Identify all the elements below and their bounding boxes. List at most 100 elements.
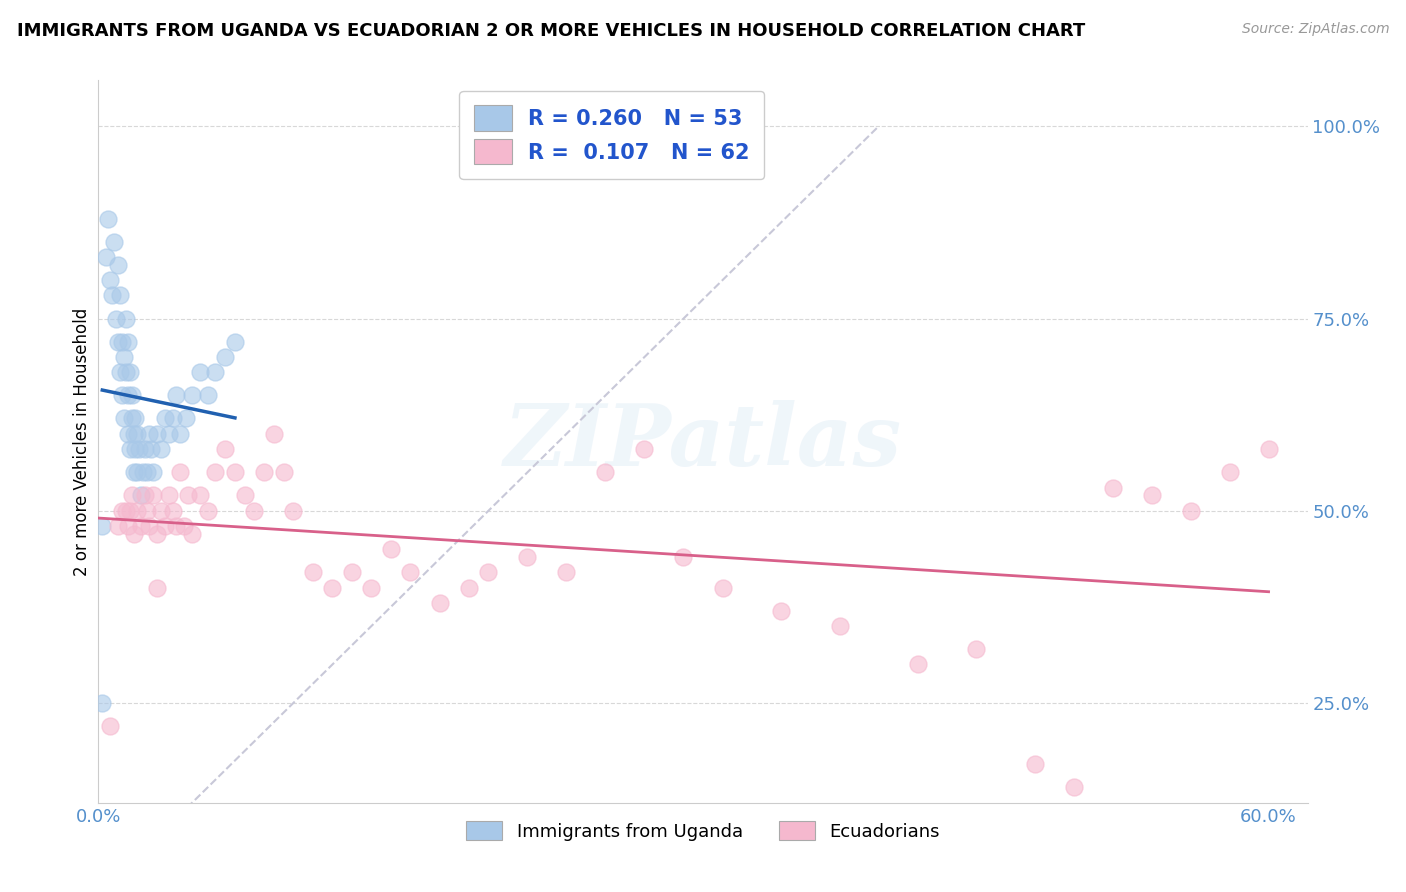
Point [131, 488, 153, 502]
Point [1024, 757, 1046, 772]
Point [177, 488, 200, 502]
Point [149, 504, 172, 518]
Point [117, 388, 139, 402]
Point [181, 526, 204, 541]
Point [169, 465, 191, 479]
Point [124, 442, 146, 457]
Point [153, 519, 176, 533]
Text: ZIPatlas: ZIPatlas [503, 400, 903, 483]
Y-axis label: 2 or more Vehicles in Household: 2 or more Vehicles in Household [73, 308, 91, 575]
Point [111, 334, 134, 349]
Point [165, 388, 187, 402]
Point [111, 504, 134, 518]
Point [165, 519, 187, 533]
Point [146, 426, 169, 441]
Point [263, 426, 285, 441]
Point [136, 465, 159, 479]
Point [149, 442, 172, 457]
Point [107, 519, 129, 533]
Point [302, 565, 325, 579]
Point [828, 619, 851, 633]
Point [118, 365, 141, 379]
Point [134, 488, 156, 502]
Point [128, 442, 150, 457]
Point [108, 288, 131, 302]
Point [197, 388, 219, 402]
Point [253, 465, 276, 479]
Legend: Immigrants from Uganda, Ecuadorians: Immigrants from Uganda, Ecuadorians [458, 814, 948, 848]
Point [380, 542, 402, 557]
Point [112, 411, 135, 425]
Point [1257, 442, 1279, 457]
Point [121, 388, 143, 402]
Point [157, 488, 180, 502]
Point [117, 519, 139, 533]
Point [98, 273, 121, 287]
Point [107, 258, 129, 272]
Point [1063, 780, 1085, 795]
Point [136, 504, 159, 518]
Point [112, 350, 135, 364]
Point [104, 311, 127, 326]
Point [633, 442, 655, 457]
Point [204, 365, 226, 379]
Point [142, 488, 165, 502]
Text: IMMIGRANTS FROM UGANDA VS ECUADORIAN 2 OR MORE VEHICLES IN HOUSEHOLD CORRELATION: IMMIGRANTS FROM UGANDA VS ECUADORIAN 2 O… [17, 22, 1085, 40]
Point [139, 442, 162, 457]
Point [118, 504, 141, 518]
Point [132, 465, 155, 479]
Point [174, 411, 197, 425]
Point [516, 549, 538, 564]
Point [1219, 465, 1241, 479]
Point [1140, 488, 1163, 502]
Point [162, 504, 184, 518]
Point [162, 411, 184, 425]
Point [114, 311, 136, 326]
Point [127, 465, 149, 479]
Point [127, 426, 149, 441]
Point [965, 642, 987, 657]
Point [142, 465, 165, 479]
Point [97, 211, 120, 226]
Point [321, 581, 343, 595]
Point [181, 388, 204, 402]
Point [224, 465, 246, 479]
Point [114, 365, 136, 379]
Point [233, 488, 256, 502]
Point [117, 334, 139, 349]
Point [134, 442, 156, 457]
Point [672, 549, 695, 564]
Point [907, 657, 929, 672]
Point [146, 581, 169, 595]
Point [91, 519, 114, 533]
Point [188, 488, 211, 502]
Point [122, 426, 145, 441]
Point [101, 288, 124, 302]
Point [103, 235, 125, 249]
Point [121, 488, 143, 502]
Point [98, 719, 121, 733]
Point [769, 604, 792, 618]
Point [429, 596, 451, 610]
Point [131, 519, 153, 533]
Point [157, 426, 180, 441]
Point [173, 519, 195, 533]
Point [243, 504, 266, 518]
Point [118, 442, 141, 457]
Point [108, 365, 131, 379]
Point [122, 526, 145, 541]
Point [595, 465, 617, 479]
Point [111, 388, 134, 402]
Point [188, 365, 211, 379]
Point [711, 581, 734, 595]
Point [1180, 504, 1202, 518]
Point [96, 250, 118, 264]
Point [458, 581, 481, 595]
Point [214, 442, 236, 457]
Point [283, 504, 305, 518]
Point [169, 426, 191, 441]
Point [122, 465, 145, 479]
Point [477, 565, 499, 579]
Point [117, 426, 139, 441]
Point [153, 411, 176, 425]
